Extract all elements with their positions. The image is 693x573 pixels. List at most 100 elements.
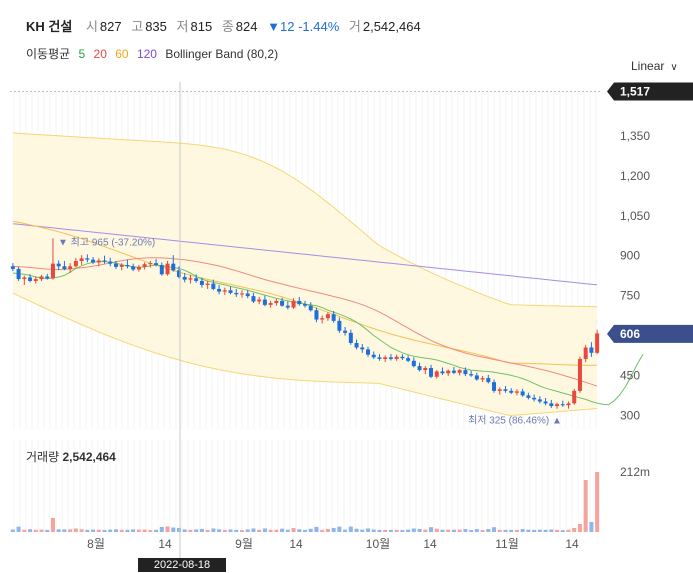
volume-bar — [434, 528, 439, 532]
volume-bar — [142, 529, 147, 532]
candle-body — [492, 382, 497, 391]
candle-body — [343, 330, 348, 333]
candle-body — [211, 283, 216, 289]
ma-period-60: 60 — [115, 47, 129, 61]
candle-body — [96, 260, 101, 263]
candle-body — [302, 304, 308, 306]
volume-bar — [469, 530, 474, 532]
candle — [56, 260, 61, 271]
candle — [62, 260, 67, 271]
candle-body — [434, 371, 439, 377]
candle-body — [205, 283, 210, 285]
candle — [96, 258, 101, 267]
candle-body — [469, 374, 474, 376]
candle-body — [348, 332, 353, 343]
candle — [320, 315, 325, 324]
volume-bar — [348, 526, 353, 532]
candle-body — [595, 333, 600, 353]
candle — [159, 262, 164, 276]
volume-bar — [343, 529, 348, 532]
volume-bar — [354, 528, 359, 532]
candle-body — [148, 263, 153, 265]
candle — [383, 355, 388, 363]
candle — [406, 355, 411, 363]
candle-body — [411, 360, 416, 367]
candle — [555, 402, 560, 409]
candle-body — [194, 278, 199, 281]
candle-body — [56, 263, 61, 267]
volume-bar — [366, 528, 371, 532]
price-tag-label: 606 — [620, 327, 640, 341]
candle-body — [417, 366, 422, 371]
volume-bar — [325, 529, 330, 532]
change-value: ▼12 -1.44% — [267, 19, 340, 34]
volume-bar — [56, 529, 61, 532]
volume-bar — [308, 528, 313, 532]
candle — [79, 255, 84, 265]
candle-body — [234, 292, 239, 295]
volume-bar — [377, 529, 382, 532]
candle-body — [10, 266, 15, 269]
candle — [45, 273, 50, 280]
volume-bar — [423, 529, 428, 532]
candle — [520, 388, 525, 397]
volume-bar — [10, 529, 15, 532]
candle — [302, 300, 308, 308]
candle — [136, 264, 141, 272]
volume-label: 거 — [348, 19, 361, 34]
candle — [451, 366, 456, 375]
candle-body — [251, 296, 256, 302]
candle-body — [91, 259, 96, 263]
candle-body — [314, 310, 319, 320]
candle — [108, 257, 113, 267]
candle-body — [451, 370, 456, 373]
candle — [469, 370, 474, 377]
candle-body — [154, 263, 159, 265]
bollinger-fill — [12, 133, 598, 416]
candle — [537, 396, 542, 404]
volume-bar — [595, 472, 600, 532]
candle — [85, 254, 90, 263]
candle — [480, 375, 485, 383]
low-annotation: 최저 325 (86.46%) ▲ — [468, 415, 562, 427]
volume-bar — [28, 529, 33, 532]
candle-body — [371, 354, 376, 358]
candle — [560, 400, 565, 407]
volume-bar — [39, 529, 44, 532]
volume-bar — [217, 529, 222, 532]
candle-body — [474, 375, 479, 380]
candle-body — [509, 390, 514, 393]
volume-bar — [16, 526, 21, 532]
candle — [28, 274, 33, 283]
candle — [549, 399, 554, 408]
candle-body — [377, 357, 382, 359]
ma-period-120: 120 — [136, 47, 157, 61]
chevron-down-icon: ∨ — [670, 62, 678, 73]
scale-mode-dropdown[interactable]: Linear ∨ — [631, 59, 678, 73]
volume-bar — [297, 529, 302, 532]
ma120-line — [12, 223, 598, 286]
candle — [400, 354, 405, 361]
price-tag-bg — [607, 82, 693, 101]
candle-body — [171, 263, 176, 271]
volume-bar — [337, 526, 342, 532]
candle-body — [245, 293, 250, 297]
volume-bar — [268, 529, 273, 532]
volume-bar — [222, 529, 227, 532]
price-tick-label: 900 — [620, 249, 640, 263]
candle-body — [16, 268, 21, 280]
candle-body — [176, 270, 181, 277]
volume-bar — [503, 529, 508, 532]
volume-bar — [257, 529, 262, 532]
candle-body — [222, 290, 227, 292]
volume-bar — [234, 529, 239, 532]
candle-body — [520, 391, 525, 396]
volume-bar — [171, 527, 176, 532]
volume-bar — [136, 529, 141, 532]
indicator-legend[interactable]: 이동평균 5 20 60 120 Bollinger Band (80,2) — [26, 45, 283, 62]
candle — [142, 262, 147, 270]
candle — [119, 263, 124, 271]
candle — [526, 392, 531, 400]
candle-body — [360, 347, 365, 350]
